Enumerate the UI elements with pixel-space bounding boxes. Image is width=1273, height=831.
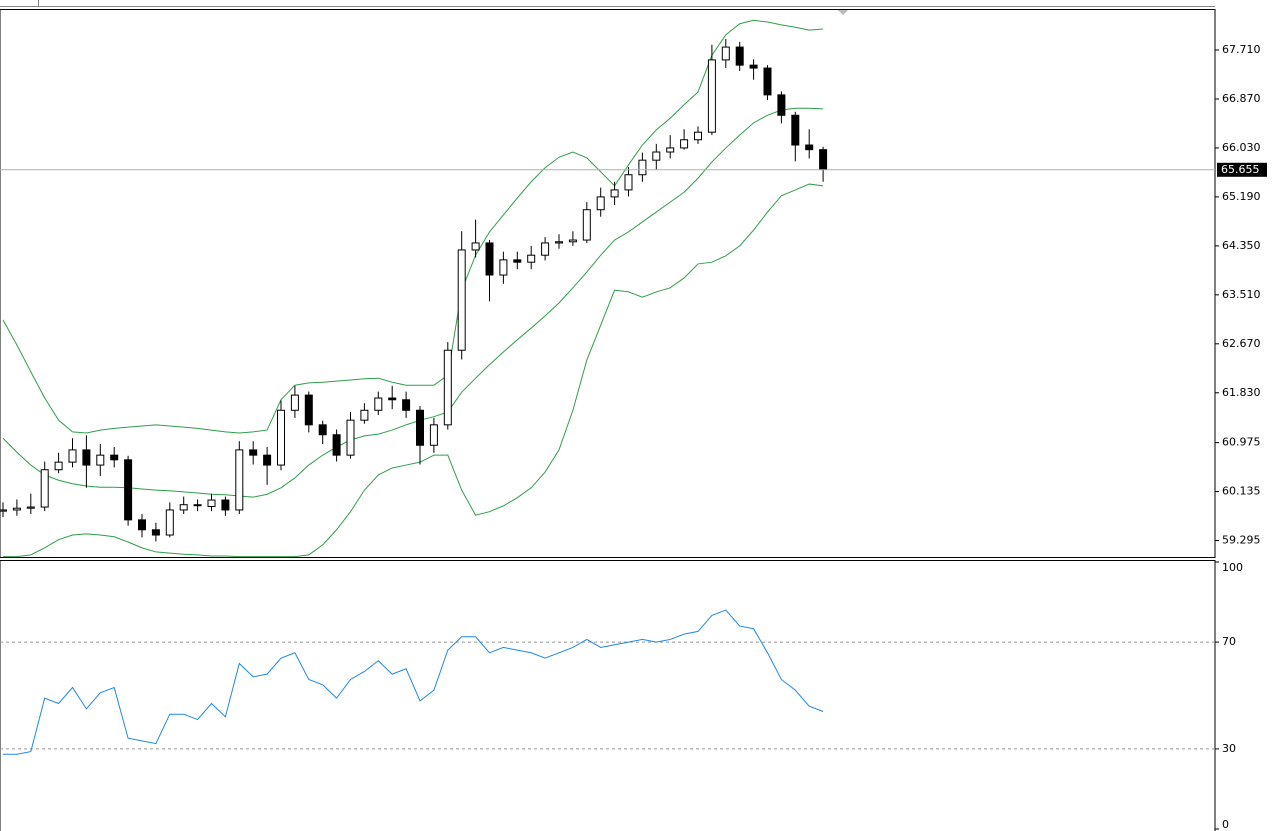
candle-body — [12, 507, 21, 511]
y-tick-label: 60.135 — [1222, 485, 1261, 498]
rsi-line — [3, 609, 824, 755]
candle-body — [721, 46, 730, 61]
candle-body — [499, 259, 508, 276]
candle-body — [221, 499, 230, 511]
candle-body — [471, 242, 480, 251]
candle-body — [610, 189, 619, 198]
candle-body — [429, 424, 438, 446]
candle-body — [555, 241, 563, 244]
y-tick-label: 64.350 — [1222, 239, 1261, 252]
y-tick-label: 0 — [1222, 818, 1229, 831]
candle-body — [596, 196, 605, 211]
candle-body — [360, 409, 369, 421]
candle-body — [402, 399, 411, 411]
y-tick-label: 62.670 — [1222, 337, 1261, 350]
candle-body — [82, 449, 91, 466]
candle-body — [374, 397, 383, 411]
candle-body — [582, 209, 591, 241]
price-frame — [0, 9, 1216, 558]
candle-body — [235, 449, 244, 511]
candle-body — [694, 131, 702, 141]
candle-body — [110, 454, 119, 461]
candle-body — [304, 394, 313, 426]
candle-body — [68, 449, 77, 463]
candle-body — [527, 254, 536, 263]
candle-body — [443, 349, 452, 426]
candle-body — [96, 454, 105, 466]
candle-body — [26, 506, 35, 509]
bollinger-band — [2, 19, 824, 434]
y-tick-label: 67.710 — [1222, 43, 1261, 56]
candle-body — [763, 67, 772, 96]
candle-body — [263, 454, 272, 466]
candle-body — [249, 449, 258, 456]
candle-body — [541, 242, 550, 256]
y-tick-label: 59.295 — [1222, 534, 1261, 547]
candle-body — [777, 94, 786, 116]
y-tick-label: 63.510 — [1222, 288, 1261, 301]
candle-body — [513, 259, 522, 263]
candle-body — [735, 46, 744, 66]
candle-body — [416, 409, 424, 446]
candle-body — [40, 469, 49, 508]
candle-body — [346, 419, 355, 456]
y-tick-label: 66.030 — [1222, 141, 1261, 154]
candle-body — [0, 509, 7, 512]
candle-body — [207, 499, 216, 507]
y-tick-label: 30 — [1222, 742, 1236, 755]
candle-body — [707, 59, 716, 133]
candle-body — [277, 409, 285, 466]
candle-body — [638, 159, 647, 176]
candle-body — [457, 249, 466, 351]
bollinger-band — [2, 107, 824, 498]
candle-body — [54, 461, 63, 471]
candle-body — [388, 397, 397, 401]
candle-body — [624, 174, 633, 191]
y-tick-label: 60.975 — [1222, 436, 1261, 449]
candle-body — [318, 424, 327, 436]
bollinger-band — [3, 183, 824, 558]
candle-body — [652, 151, 661, 161]
candle-body — [179, 504, 188, 511]
candle-body — [332, 434, 341, 456]
candle-body — [165, 509, 174, 536]
y-tick-label: 70 — [1222, 635, 1236, 648]
candle-body — [485, 242, 494, 276]
candle-body — [805, 144, 814, 151]
candle-body — [749, 64, 758, 69]
candle-body — [138, 519, 146, 531]
candle-body — [124, 459, 133, 521]
candle-body — [151, 529, 160, 536]
y-tick-label: 61.830 — [1222, 386, 1261, 399]
y-tick-label: 66.870 — [1222, 92, 1261, 105]
y-tick-label: 100 — [1222, 561, 1243, 574]
candle-body — [193, 504, 202, 507]
current-price-box — [1217, 162, 1267, 177]
candle-body — [666, 147, 675, 153]
candle-body — [290, 394, 299, 411]
current-price-label: 65.655 — [1221, 163, 1260, 176]
candle-body — [568, 239, 577, 243]
candle-body — [680, 139, 689, 149]
candle-body — [791, 114, 800, 146]
shift-marker — [838, 10, 848, 15]
y-tick-label: 65.190 — [1222, 190, 1261, 203]
rsi-frame — [0, 560, 1216, 831]
candle-body — [819, 149, 828, 171]
